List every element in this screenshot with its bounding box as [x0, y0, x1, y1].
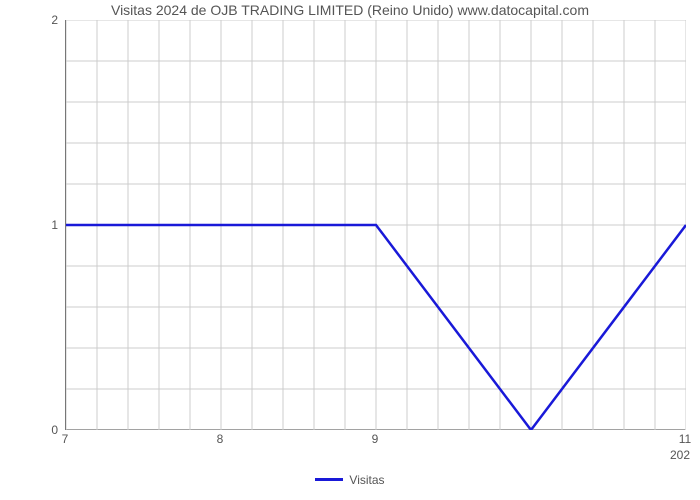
y-tick-label: 2 [51, 13, 58, 27]
x-tick-label: 8 [217, 432, 224, 446]
chart-title: Visitas 2024 de OJB TRADING LIMITED (Rei… [0, 2, 700, 18]
chart-container: Visitas 2024 de OJB TRADING LIMITED (Rei… [0, 0, 700, 500]
legend: Visitas [0, 468, 700, 487]
x-tick-label: 7 [62, 432, 69, 446]
x-axis-secondary-label: 202 [670, 448, 690, 462]
plot-area [65, 20, 685, 430]
x-tick-label: 11 [679, 432, 691, 446]
y-tick-label: 1 [51, 218, 58, 232]
legend-swatch [315, 478, 343, 481]
y-tick-label: 0 [51, 423, 58, 437]
x-tick-label: 9 [372, 432, 379, 446]
legend-label: Visitas [349, 473, 384, 487]
plot-svg [66, 20, 686, 430]
